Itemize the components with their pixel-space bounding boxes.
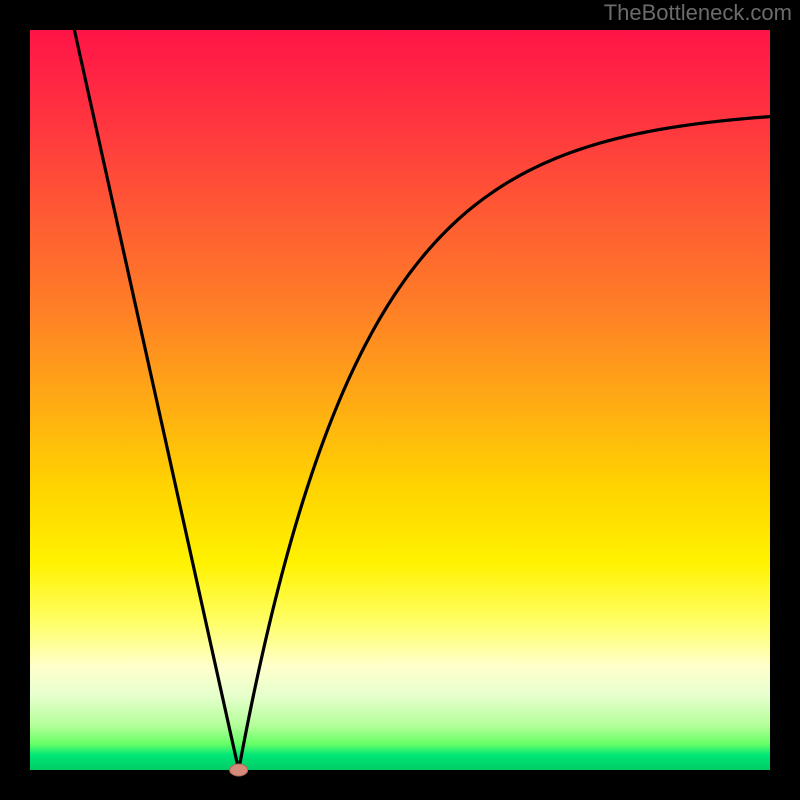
chart-root: TheBottleneck.com [0,0,800,800]
watermark-text: TheBottleneck.com [604,0,792,25]
bottleneck-chart-svg: TheBottleneck.com [0,0,800,800]
bottleneck-vertex-marker [230,764,248,776]
plot-background-gradient [30,30,770,770]
